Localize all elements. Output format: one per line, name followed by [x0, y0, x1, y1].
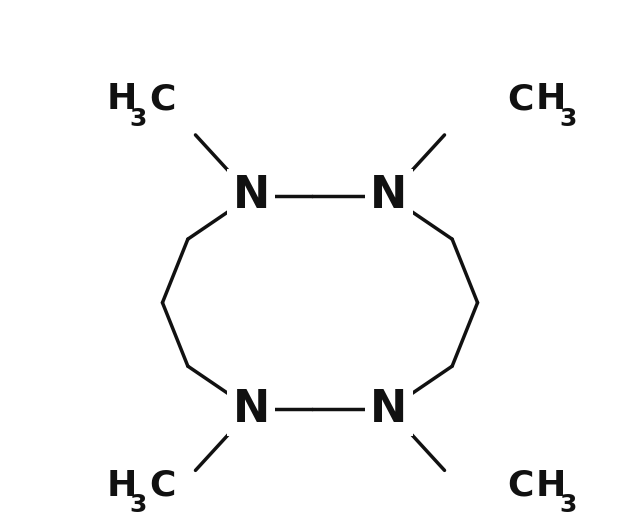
- Text: H: H: [106, 468, 137, 503]
- Text: N: N: [233, 175, 270, 217]
- Text: 3: 3: [129, 107, 147, 131]
- Text: C: C: [150, 82, 176, 116]
- Text: 3: 3: [559, 107, 576, 131]
- Text: H: H: [536, 468, 566, 503]
- Text: C: C: [507, 468, 534, 503]
- Text: C: C: [150, 468, 176, 503]
- Text: C: C: [507, 82, 534, 116]
- Text: N: N: [370, 175, 407, 217]
- Text: H: H: [536, 82, 566, 116]
- Text: 3: 3: [129, 493, 147, 517]
- Text: N: N: [370, 388, 407, 431]
- Text: N: N: [233, 388, 270, 431]
- Text: H: H: [106, 82, 137, 116]
- Text: 3: 3: [559, 493, 576, 517]
